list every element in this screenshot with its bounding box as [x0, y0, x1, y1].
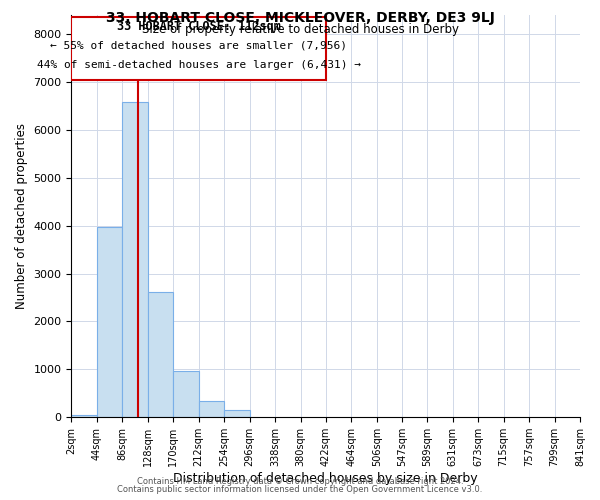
Text: Size of property relative to detached houses in Derby: Size of property relative to detached ho… — [142, 22, 458, 36]
Text: ← 55% of detached houses are smaller (7,956): ← 55% of detached houses are smaller (7,… — [50, 41, 347, 51]
Bar — [71, 415, 97, 417]
Text: 44% of semi-detached houses are larger (6,431) →: 44% of semi-detached houses are larger (… — [37, 60, 361, 70]
Y-axis label: Number of detached properties: Number of detached properties — [15, 123, 28, 309]
Bar — [199, 402, 224, 417]
X-axis label: Distribution of detached houses by size in Derby: Distribution of detached houses by size … — [173, 472, 478, 485]
Bar — [148, 292, 173, 417]
Text: Contains HM Land Registry data © Crown copyright and database right 2024.: Contains HM Land Registry data © Crown c… — [137, 478, 463, 486]
Bar — [97, 226, 122, 417]
Bar — [224, 410, 250, 417]
Bar — [71, 18, 326, 80]
Bar — [122, 102, 148, 417]
Bar — [173, 371, 199, 417]
Text: Contains public sector information licensed under the Open Government Licence v3: Contains public sector information licen… — [118, 484, 482, 494]
Text: 33 HOBART CLOSE: 112sqm: 33 HOBART CLOSE: 112sqm — [117, 20, 281, 33]
Text: 33, HOBART CLOSE, MICKLEOVER, DERBY, DE3 9LJ: 33, HOBART CLOSE, MICKLEOVER, DERBY, DE3… — [106, 11, 494, 25]
